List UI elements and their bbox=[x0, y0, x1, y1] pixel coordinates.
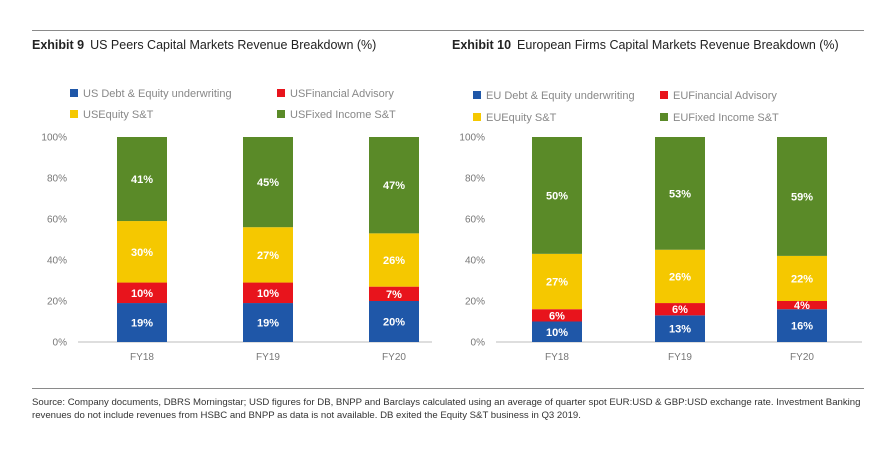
chart-2-category-label: FY20 bbox=[790, 352, 814, 363]
chart-1-data-label: 41% bbox=[131, 174, 153, 186]
chart-1-data-label: 27% bbox=[257, 250, 279, 262]
chart-2-ytick-label: 20% bbox=[465, 297, 485, 308]
chart-1-title: Exhibit 9 US Peers Capital Markets Revenu… bbox=[32, 38, 376, 52]
chart-2-data-label: 59% bbox=[791, 191, 813, 203]
chart-1-ytick-label: 20% bbox=[47, 297, 67, 308]
chart-1-data-label: 19% bbox=[131, 318, 153, 330]
chart-2-ytick-label: 80% bbox=[465, 174, 485, 185]
chart-2-ytick-label: 100% bbox=[459, 133, 485, 144]
chart-1-bar-segment bbox=[117, 137, 167, 222]
chart-2-data-label: 6% bbox=[549, 310, 565, 322]
chart-1-data-label: 19% bbox=[257, 318, 279, 330]
chart-2-bar-segment bbox=[777, 309, 827, 342]
chart-1-data-label: 7% bbox=[386, 289, 402, 301]
chart-2-data-label: 13% bbox=[669, 324, 691, 336]
chart-2-legend-swatch bbox=[660, 91, 668, 99]
chart-1-ytick-label: 80% bbox=[47, 174, 67, 185]
chart-2-bar-segment bbox=[532, 321, 582, 342]
chart-1-legend-swatch bbox=[70, 110, 78, 118]
chart-1-title-text: US Peers Capital Markets Revenue Breakdo… bbox=[90, 38, 377, 52]
chart-1-bar-segment bbox=[243, 303, 293, 342]
chart-1-legend-swatch bbox=[70, 89, 78, 97]
chart-2-data-label: 50% bbox=[546, 190, 568, 202]
chart-2-bar-segment bbox=[777, 255, 827, 301]
chart-1-ytick-label: 0% bbox=[53, 338, 68, 349]
chart-1-legend-swatch bbox=[277, 110, 285, 118]
chart-1-category-label: FY18 bbox=[130, 352, 154, 363]
chart-1-legend-label: USEquity S&T bbox=[83, 109, 154, 121]
chart-2-bar-segment bbox=[777, 137, 827, 256]
chart-1-ytick-label: 60% bbox=[47, 215, 67, 226]
chart-2-bar-segment bbox=[532, 253, 582, 310]
chart-2-exhibit-label: Exhibit 10 bbox=[452, 38, 512, 52]
chart-1-ytick-label: 40% bbox=[47, 256, 67, 267]
chart-2-data-label: 16% bbox=[791, 321, 813, 333]
chart-2-legend-label: EU Debt & Equity underwriting bbox=[486, 90, 635, 102]
chart-1-bar-segment bbox=[117, 221, 167, 283]
chart-2-ytick-label: 60% bbox=[465, 215, 485, 226]
chart-2-ytick-label: 40% bbox=[465, 256, 485, 267]
chart-2-legend-swatch bbox=[473, 91, 481, 99]
chart-1-data-label: 47% bbox=[383, 180, 405, 192]
top-rule bbox=[32, 30, 864, 31]
chart-2-legend-swatch bbox=[473, 113, 481, 121]
chart-2-legend-label: EUFinancial Advisory bbox=[673, 90, 777, 102]
chart-2-bar-segment bbox=[655, 303, 705, 316]
chart-2-ytick-label: 0% bbox=[471, 338, 486, 349]
chart-2-legend-swatch bbox=[660, 113, 668, 121]
chart-1-ytick-label: 100% bbox=[41, 133, 67, 144]
chart-1-legend-label: USFinancial Advisory bbox=[290, 88, 394, 100]
chart-2-bar-segment bbox=[532, 137, 582, 254]
chart-1-bar-segment bbox=[243, 227, 293, 283]
chart-1-bar-segment bbox=[369, 301, 419, 342]
chart-1-bar-segment bbox=[243, 137, 293, 228]
chart-1-exhibit-label: Exhibit 9 bbox=[32, 38, 85, 52]
chart-1-legend-label: US Debt & Equity underwriting bbox=[83, 88, 232, 100]
chart-2-legend-label: EUFixed Income S&T bbox=[673, 112, 779, 124]
chart-1-category-label: FY19 bbox=[256, 352, 280, 363]
chart-2-data-label: 26% bbox=[669, 271, 691, 283]
chart-2-data-label: 10% bbox=[546, 327, 568, 339]
chart-2-bar-segment bbox=[655, 137, 705, 250]
chart-2-legend-label: EUEquity S&T bbox=[486, 112, 557, 124]
chart-1-bar-segment bbox=[369, 233, 419, 287]
chart-1-bar-segment bbox=[369, 137, 419, 234]
chart-2-category-label: FY18 bbox=[545, 352, 569, 363]
chart-1-data-label: 10% bbox=[131, 288, 153, 300]
chart-2-title: Exhibit 10 European Firms Capital Markets… bbox=[452, 38, 839, 52]
chart-1-bar-segment bbox=[117, 282, 167, 304]
chart-2-data-label: 53% bbox=[669, 188, 691, 200]
source-note: Source: Company documents, DBRS Mornings… bbox=[32, 397, 861, 421]
chart-1-legend-label: USFixed Income S&T bbox=[290, 109, 396, 121]
chart-1-data-label: 26% bbox=[383, 255, 405, 267]
chart-2-data-label: 22% bbox=[791, 273, 813, 285]
chart-2-bar-segment bbox=[655, 249, 705, 304]
chart-1-data-label: 20% bbox=[383, 317, 405, 329]
chart-1-legend-swatch bbox=[277, 89, 285, 97]
chart-2-bar-segment bbox=[777, 301, 827, 310]
bottom-rule bbox=[32, 388, 864, 389]
chart-2-data-label: 4% bbox=[794, 300, 810, 312]
chart-2-data-label: 27% bbox=[546, 277, 568, 289]
chart-1-bar-segment bbox=[243, 282, 293, 304]
chart-2-bar-segment bbox=[655, 315, 705, 342]
chart-1-bar-segment bbox=[117, 303, 167, 342]
chart-2-bar-segment bbox=[532, 309, 582, 322]
chart-2-title-text: European Firms Capital Markets Revenue B… bbox=[517, 38, 839, 52]
chart-1-bar-segment bbox=[369, 286, 419, 301]
chart-2-data-label: 6% bbox=[672, 304, 688, 316]
chart-1-data-label: 10% bbox=[257, 288, 279, 300]
chart-1-data-label: 45% bbox=[257, 177, 279, 189]
chart-1-category-label: FY20 bbox=[382, 352, 406, 363]
chart-1-data-label: 30% bbox=[131, 247, 153, 259]
chart-2-category-label: FY19 bbox=[668, 352, 692, 363]
